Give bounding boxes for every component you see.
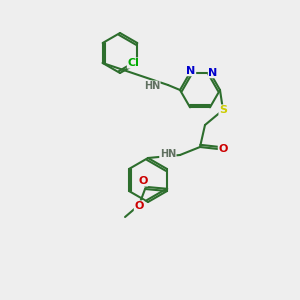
Text: N: N <box>186 66 196 76</box>
Text: S: S <box>219 105 227 115</box>
Text: O: O <box>218 144 228 154</box>
Text: HN: HN <box>144 81 160 91</box>
Text: O: O <box>138 176 148 186</box>
Text: N: N <box>208 68 217 78</box>
Text: Cl: Cl <box>128 58 139 68</box>
Text: HN: HN <box>160 149 176 159</box>
Text: O: O <box>134 201 144 211</box>
